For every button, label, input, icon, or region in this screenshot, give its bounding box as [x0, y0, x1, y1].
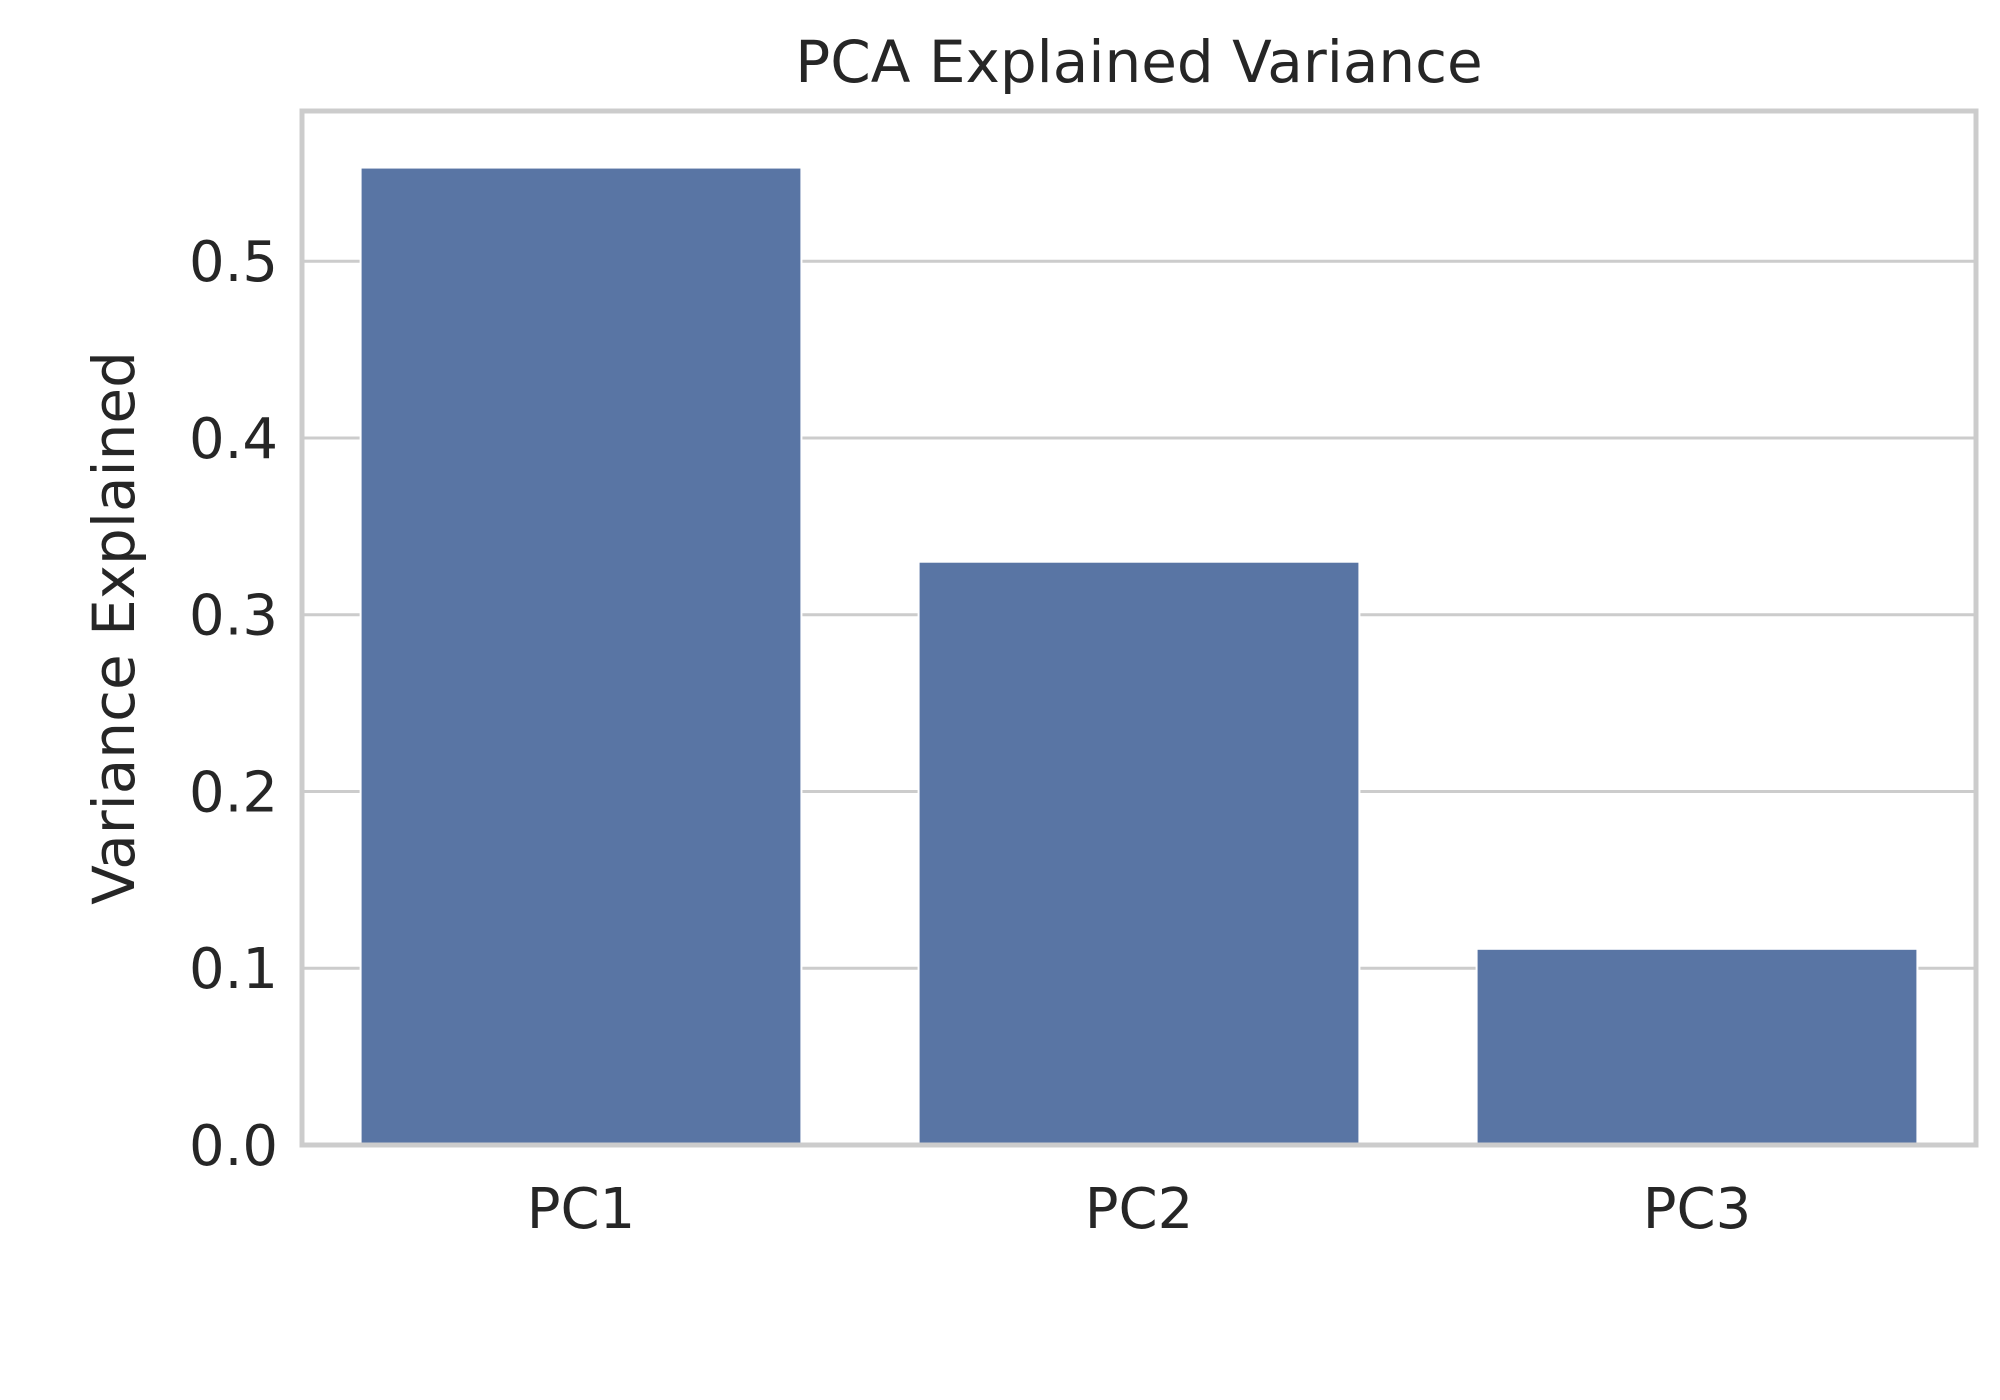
x-tick-labels: PC1 PC2 PC3: [527, 1177, 1752, 1242]
bar-pc2: [917, 560, 1361, 1146]
x-tick-label: PC3: [1643, 1177, 1752, 1242]
y-tick-label: 0.5: [189, 230, 278, 295]
y-tick-labels: 0.0 0.1 0.2 0.3 0.4 0.5: [189, 230, 278, 1179]
y-tick-label: 0.2: [189, 760, 278, 825]
bar-pc1: [359, 166, 803, 1147]
y-tick-label: 0.0: [189, 1114, 278, 1179]
y-tick-label: 0.4: [189, 407, 278, 472]
x-tick-label: PC1: [527, 1177, 636, 1242]
bars: [359, 166, 1919, 1147]
y-tick-label: 0.3: [189, 584, 278, 649]
chart-title: PCA Explained Variance: [795, 28, 1482, 96]
plot-frame: [299, 108, 1979, 1148]
bar-pc3: [1475, 947, 1919, 1146]
y-axis-label: Variance Explained: [80, 351, 148, 905]
y-tick-label: 0.1: [189, 937, 278, 1002]
x-tick-label: PC2: [1085, 1177, 1194, 1242]
